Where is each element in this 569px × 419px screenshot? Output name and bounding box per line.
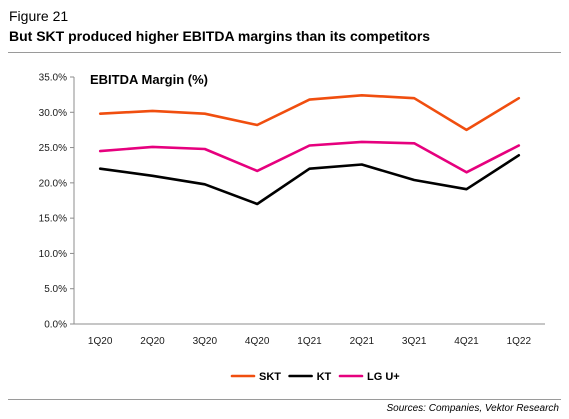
legend-label: SKT — [259, 371, 281, 383]
y-tick-label: 5.0% — [44, 284, 67, 295]
y-tick-label: 35.0% — [39, 73, 67, 84]
series-line-kt — [98, 154, 521, 206]
x-tick-label: 4Q21 — [454, 336, 479, 347]
y-tick-label: 20.0% — [39, 178, 67, 189]
x-tick-label: 4Q20 — [245, 336, 270, 347]
legend-label: KT — [317, 371, 332, 383]
y-tick-label: 30.0% — [39, 108, 67, 119]
x-tick-label: 1Q22 — [507, 336, 532, 347]
y-tick-label: 25.0% — [39, 143, 67, 154]
x-tick-label: 1Q20 — [88, 336, 113, 347]
source-note: Sources: Companies, Vektor Research — [386, 403, 560, 414]
y-tick-label: 15.0% — [39, 214, 67, 225]
y-tick-label: 0.0% — [44, 320, 67, 331]
y-tick-label: 10.0% — [39, 249, 67, 260]
figure-label: Figure 21 — [9, 8, 69, 24]
x-tick-label: 2Q20 — [140, 336, 165, 347]
x-tick-label: 3Q20 — [193, 336, 218, 347]
bottom-divider — [8, 399, 561, 400]
x-tick-label: 1Q21 — [297, 336, 322, 347]
figure-title: But SKT produced higher EBITDA margins t… — [9, 28, 431, 44]
plot-area: 0.0% 5.0% 10.0% 15.0% 20.0% 25.0% 30.0% 35.0% 1Q… — [39, 72, 545, 383]
series-line-skt — [98, 94, 521, 132]
x-tick-label: 2Q21 — [350, 336, 375, 347]
chart-title: EBITDA Margin (%) — [90, 72, 208, 87]
top-divider — [8, 52, 561, 53]
x-tick-label: 3Q21 — [402, 336, 427, 347]
legend-label: LG U+ — [367, 371, 400, 383]
series-line-lg-u- — [98, 140, 521, 174]
